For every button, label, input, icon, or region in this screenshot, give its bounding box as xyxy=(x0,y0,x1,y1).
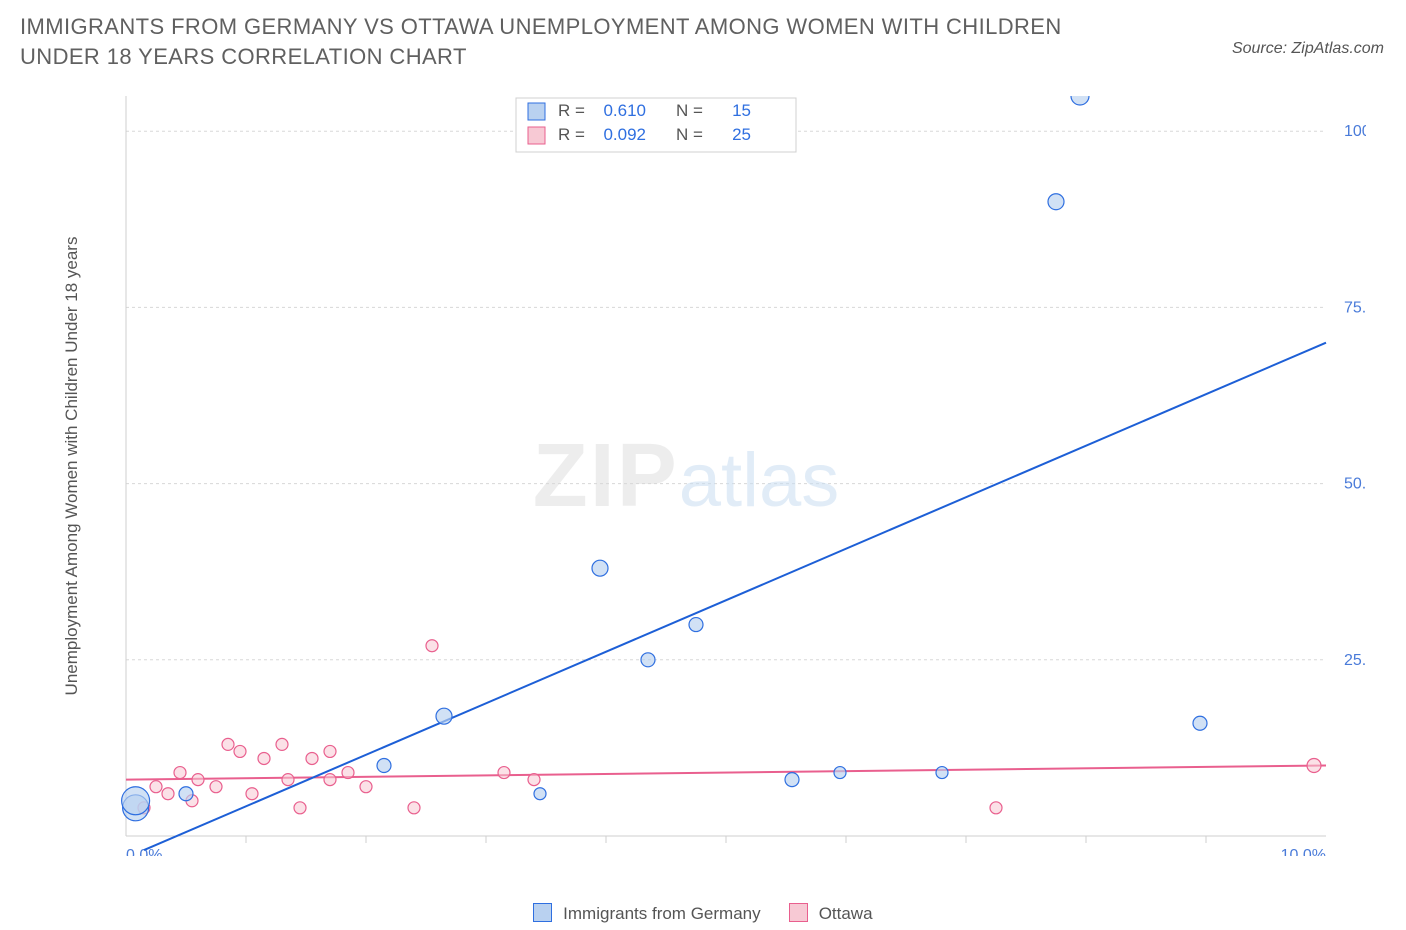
trend-line xyxy=(126,766,1326,780)
legend-swatch-pink xyxy=(789,903,808,922)
data-point xyxy=(592,560,608,576)
data-point xyxy=(122,787,150,815)
legend-n-value: 15 xyxy=(732,101,751,120)
x-tick-min: 0.0% xyxy=(126,847,162,856)
data-point xyxy=(282,774,294,786)
data-point xyxy=(528,774,540,786)
data-point xyxy=(785,773,799,787)
data-point xyxy=(408,802,420,814)
data-point xyxy=(1307,759,1321,773)
legend-label-blue: Immigrants from Germany xyxy=(563,904,760,923)
y-tick-label: 100.0% xyxy=(1344,123,1366,140)
y-tick-label: 75.0% xyxy=(1344,299,1366,316)
data-point xyxy=(342,767,354,779)
data-point xyxy=(436,708,452,724)
data-point xyxy=(192,774,204,786)
bottom-legend: Immigrants from Germany Ottawa xyxy=(0,903,1406,924)
source-label: Source: ZipAtlas.com xyxy=(1232,40,1384,58)
data-point xyxy=(1071,96,1089,105)
y-axis-label: Unemployment Among Women with Children U… xyxy=(62,196,82,736)
data-point xyxy=(162,788,174,800)
data-point xyxy=(222,738,234,750)
trend-line xyxy=(144,343,1326,850)
x-tick-max: 10.0% xyxy=(1281,847,1326,856)
data-point xyxy=(689,618,703,632)
legend-r-value: 0.092 xyxy=(603,125,646,144)
data-point xyxy=(258,752,270,764)
data-point xyxy=(834,767,846,779)
legend-n-label: N = xyxy=(676,125,703,144)
scatter-chart: 25.0% 50.0% 75.0% 100.0% 0.0% 10.0% ZIPatlas R … xyxy=(86,96,1366,856)
data-point xyxy=(324,774,336,786)
data-point xyxy=(174,767,186,779)
chart-area: Unemployment Among Women with Children U… xyxy=(46,96,1366,856)
data-point xyxy=(377,759,391,773)
legend-r-label: R = xyxy=(558,125,585,144)
legend-r-label: R = xyxy=(558,101,585,120)
data-point xyxy=(936,767,948,779)
legend-n-value: 25 xyxy=(732,125,751,144)
y-tick-label: 25.0% xyxy=(1344,652,1366,669)
legend-n-label: N = xyxy=(676,101,703,120)
data-point xyxy=(324,745,336,757)
data-point xyxy=(1048,194,1064,210)
legend-r-value: 0.610 xyxy=(603,101,646,120)
data-point xyxy=(179,787,193,801)
legend-swatch xyxy=(528,103,545,120)
chart-title: IMMIGRANTS FROM GERMANY VS OTTAWA UNEMPL… xyxy=(20,12,1120,71)
data-point xyxy=(276,738,288,750)
data-point xyxy=(1193,716,1207,730)
data-point xyxy=(150,781,162,793)
data-point xyxy=(534,788,546,800)
data-point xyxy=(234,745,246,757)
legend-label-pink: Ottawa xyxy=(819,904,873,923)
y-tick-label: 50.0% xyxy=(1344,476,1366,493)
data-point xyxy=(210,781,222,793)
watermark: ZIPatlas xyxy=(533,426,840,526)
data-point xyxy=(306,752,318,764)
data-point xyxy=(641,653,655,667)
legend-swatch-blue xyxy=(533,903,552,922)
data-point xyxy=(246,788,258,800)
data-point xyxy=(426,640,438,652)
data-point xyxy=(990,802,1002,814)
data-point xyxy=(360,781,372,793)
data-point xyxy=(498,767,510,779)
data-point xyxy=(294,802,306,814)
legend-swatch xyxy=(528,127,545,144)
